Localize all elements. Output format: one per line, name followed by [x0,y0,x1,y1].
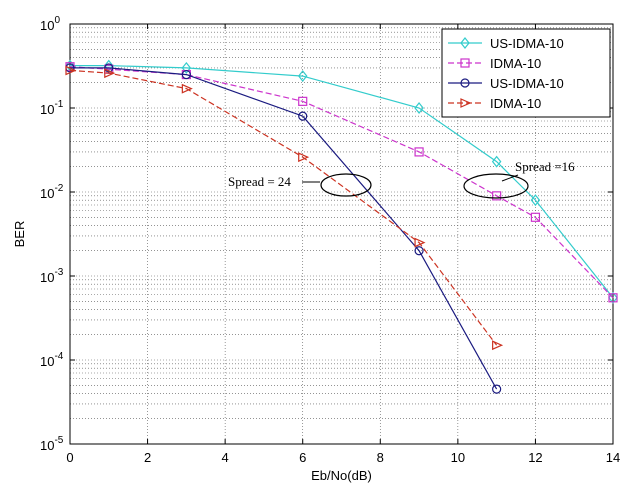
data-point [460,37,470,49]
y-tick-label: 10-2 [40,183,64,201]
y-tick-label: 10-5 [40,435,64,453]
data-point [181,61,192,74]
data-point [492,191,502,201]
y-tick-label: 100 [40,15,60,33]
y-tick-label: 10-3 [40,267,64,285]
x-tick-label: 6 [299,450,306,465]
data-point [530,194,541,207]
legend-label: US-IDMA-10 [490,36,564,51]
legend-entry: US-IDMA-10 [448,36,564,51]
legend-label: IDMA-10 [490,56,541,71]
y-axis: 10-5 10-4 10-3 10-2 10-1 100 [40,15,613,453]
x-tick-label: 12 [528,450,542,465]
data-point [414,147,424,157]
annotation-pointer [501,174,519,182]
data-point [608,291,618,304]
data-point [414,102,424,114]
annotation-spread-24: Spread = 24 [228,174,291,189]
legend-label: US-IDMA-10 [490,76,564,91]
series-line [69,66,614,299]
data-point [298,152,310,163]
series-group [65,59,618,394]
y-tick-label: 10-4 [40,351,64,369]
series-line [70,64,614,299]
legend-box [441,28,611,118]
series-1 [65,59,618,304]
data-point [181,69,191,80]
plot-frame [69,23,614,445]
x-axis: 0 2 4 6 8 10 12 14 [66,24,620,465]
data-point [608,293,618,303]
x-tick-label: 0 [66,450,73,465]
data-point [492,384,502,394]
legend-entry: IDMA-10 [448,56,541,71]
legend-entry: IDMA-10 [448,96,541,111]
data-point [530,212,541,222]
x-axis-label: Eb/No(dB) [311,468,372,483]
data-point [104,68,116,79]
x-tick-label: 8 [377,450,384,465]
data-point [491,155,502,168]
x-tick-label: 4 [222,450,229,465]
series-line [70,67,498,390]
legend-label: IDMA-10 [490,96,541,111]
data-point [297,70,308,83]
annotation-ellipse [320,173,372,197]
y-tick-label: 10-1 [40,99,64,117]
series-4 [65,65,504,351]
data-point [492,340,504,351]
data-point [460,98,472,108]
data-point [298,111,308,121]
data-point [298,96,308,106]
data-point [460,78,470,88]
series-3 [65,63,502,394]
legend-entry: US-IDMA-10 [448,76,564,91]
data-point [460,58,470,68]
data-point [181,83,193,94]
legend: US-IDMA-10 IDMA-10 US-IDMA-10 IDMA-10 [441,28,611,118]
annotation-ellipse [463,173,529,199]
x-tick-label: 10 [451,450,465,465]
data-point [414,237,426,248]
data-point [104,63,114,73]
annotations: Spread = 24 Spread =16 [228,159,575,199]
data-point [414,246,424,256]
series-line [69,69,498,346]
x-tick-label: 2 [144,450,151,465]
annotation-spread-16: Spread =16 [515,159,575,174]
data-point [65,65,77,76]
y-axis-label: BER [12,221,27,248]
x-tick-label: 14 [606,450,620,465]
